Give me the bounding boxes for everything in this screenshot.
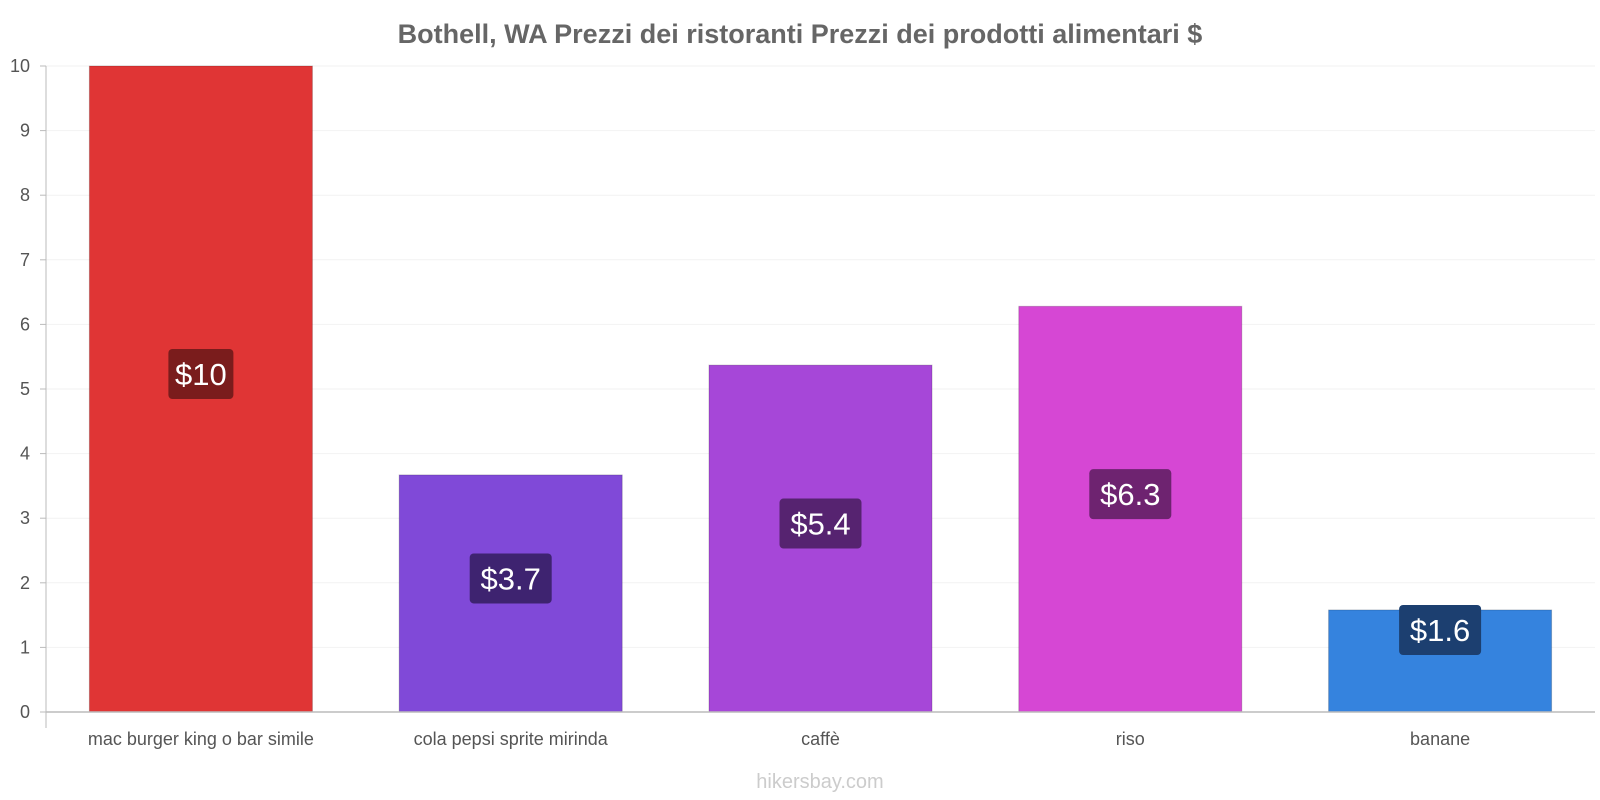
value-label-box (469, 553, 552, 604)
value-label-box (1399, 605, 1482, 655)
x-category-label: riso (1116, 729, 1145, 749)
y-tick-label: 0 (20, 702, 30, 722)
value-label-box (779, 498, 862, 549)
x-category-label: caffè (801, 729, 840, 749)
value-label: $5.4 (779, 498, 862, 549)
y-tick-label: 9 (20, 121, 30, 141)
chart-title: Bothell, WA Prezzi dei ristoranti Prezzi… (398, 19, 1203, 49)
y-tick-label: 4 (20, 444, 30, 464)
source-watermark: hikersbay.com (756, 771, 883, 793)
value-label-box (168, 349, 234, 399)
value-label-text: $1.6 (1410, 613, 1470, 648)
y-tick-label: 7 (20, 250, 30, 270)
y-tick-label: 10 (10, 56, 30, 76)
y-tick-label: 1 (20, 637, 30, 657)
y-tick-label: 8 (20, 185, 30, 205)
y-tick-label: 5 (20, 379, 30, 399)
value-label-text: $10 (175, 357, 227, 392)
x-category-label: cola pepsi sprite mirinda (414, 729, 609, 749)
value-label-text: $3.7 (481, 561, 541, 596)
value-label-text: $5.4 (790, 507, 850, 542)
y-tick-label: 6 (20, 314, 30, 334)
y-tick-label: 2 (20, 573, 30, 593)
x-category-label: banane (1410, 729, 1470, 749)
value-label-text: $6.3 (1100, 477, 1160, 512)
bars (88, 65, 1553, 713)
value-label: $3.7 (469, 553, 552, 604)
x-axis: mac burger king o bar simile cola pepsi s… (46, 711, 1595, 749)
value-label: $1.6 (1399, 605, 1482, 655)
value-label-box (1089, 469, 1172, 520)
value-label: $6.3 (1089, 469, 1172, 520)
y-tick-label: 3 (20, 508, 30, 528)
value-labels: $10 $3.7 $5.4 $6.3 $1.6 (168, 349, 1482, 655)
value-label: $10 (168, 349, 234, 399)
x-category-label: mac burger king o bar simile (88, 729, 314, 749)
y-axis: 0 1 2 3 4 5 6 7 8 9 10 (10, 56, 47, 728)
